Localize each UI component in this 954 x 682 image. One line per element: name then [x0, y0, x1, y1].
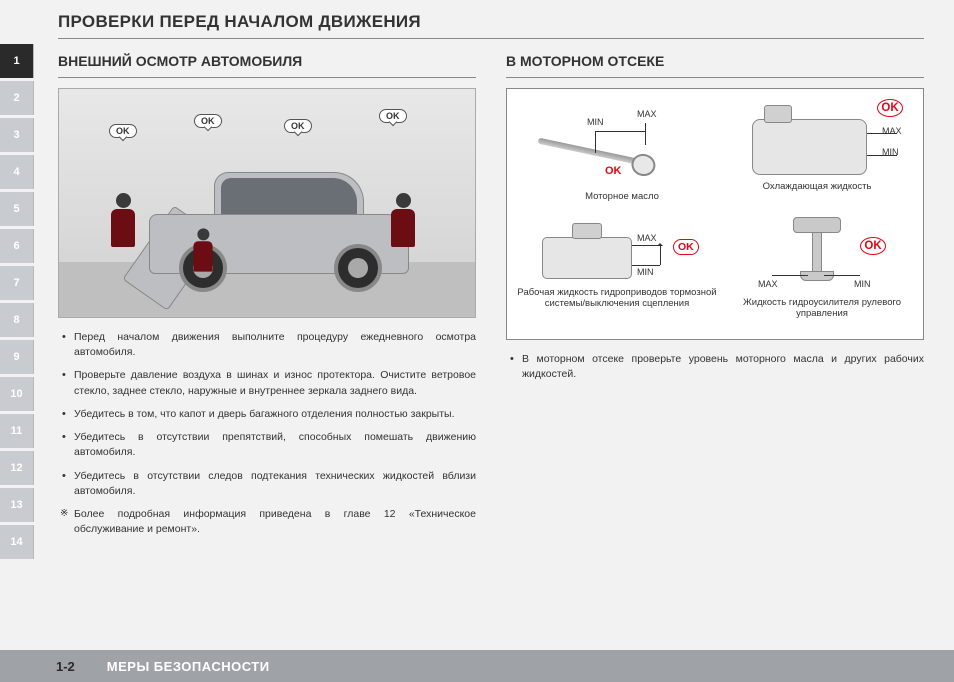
- tab-14[interactable]: 14: [0, 525, 34, 559]
- right-heading: В МОТОРНОМ ОТСЕКЕ: [506, 53, 924, 69]
- person-icon: [192, 228, 214, 271]
- ok-bubble: OK: [379, 109, 407, 123]
- cap-icon: [764, 105, 792, 123]
- page-title: ПРОВЕРКИ ПЕРЕД НАЧАЛОМ ДВИЖЕНИЯ: [58, 12, 924, 39]
- engine-bay-diagram: MIN MAX OK Моторное масло M: [506, 88, 924, 340]
- ok-red-label: OK: [605, 165, 622, 177]
- tab-11[interactable]: 11: [0, 414, 34, 448]
- ok-bubble: OK: [194, 114, 222, 128]
- tab-1[interactable]: 1: [0, 44, 34, 78]
- min-label: MIN: [854, 279, 871, 289]
- ok-red-bubble: OK: [860, 237, 886, 255]
- cap-icon: [572, 223, 602, 239]
- tab-3[interactable]: 3: [0, 118, 34, 152]
- tab-6[interactable]: 6: [0, 229, 34, 263]
- left-bullets: Перед началом движения выполните процеду…: [58, 330, 476, 537]
- brake-label: Рабочая жидкость гидроприводов тормозной…: [517, 287, 717, 310]
- section-name: МЕРЫ БЕЗОПАСНОСТИ: [107, 659, 270, 674]
- tab-9[interactable]: 9: [0, 340, 34, 374]
- ok-bubble: OK: [109, 124, 137, 138]
- dipstick-icon: [538, 138, 647, 167]
- ok-bubble: OK: [284, 119, 312, 133]
- right-bullets: В моторном отсеке проверьте уровень мото…: [506, 352, 924, 382]
- note: Более подробная информация приведена в г…: [58, 507, 476, 537]
- max-label: MAX: [637, 109, 657, 119]
- person-icon: [109, 193, 137, 247]
- tab-4[interactable]: 4: [0, 155, 34, 189]
- chapter-tabs: 1 2 3 4 5 6 7 8 9 10 11 12 13 14: [0, 0, 34, 682]
- person-icon: [389, 193, 417, 247]
- tab-2[interactable]: 2: [0, 81, 34, 115]
- coolant-tank-icon: [752, 119, 867, 175]
- bullet: Убедитесь в отсутствии следов подтекания…: [58, 469, 476, 499]
- tab-8[interactable]: 8: [0, 303, 34, 337]
- max-label: MAX: [758, 279, 778, 289]
- tab-7[interactable]: 7: [0, 266, 34, 300]
- bullet: Перед началом движения выполните процеду…: [58, 330, 476, 360]
- power-steering-icon: [792, 217, 842, 281]
- left-heading: ВНЕШНИЙ ОСМОТР АВТОМОБИЛЯ: [58, 53, 476, 69]
- brake-reservoir-icon: [542, 237, 632, 279]
- max-label: MAX: [637, 233, 657, 243]
- tab-12[interactable]: 12: [0, 451, 34, 485]
- ok-red-bubble: OK: [877, 99, 903, 117]
- tab-10[interactable]: 10: [0, 377, 34, 411]
- footer: 1-2 МЕРЫ БЕЗОПАСНОСТИ: [0, 650, 954, 682]
- bullet: Проверьте давление воздуха в шинах и изн…: [58, 368, 476, 398]
- page-number: 1-2: [56, 659, 75, 674]
- bullet: Убедитесь в отсутствии препятствий, спос…: [58, 430, 476, 460]
- bullet: Убедитесь в том, что капот и дверь багаж…: [58, 407, 476, 422]
- tab-13[interactable]: 13: [0, 488, 34, 522]
- min-label: MIN: [637, 267, 654, 277]
- tab-5[interactable]: 5: [0, 192, 34, 226]
- car-inspection-illustration: OK OK OK OK: [58, 88, 476, 318]
- min-label: MIN: [587, 117, 604, 127]
- ok-red-bubble: OK: [673, 239, 699, 255]
- bullet: В моторном отсеке проверьте уровень мото…: [506, 352, 924, 382]
- min-label: MIN: [882, 147, 899, 157]
- coolant-label: Охлаждающая жидкость: [752, 181, 882, 192]
- power-label: Жидкость гидроусилителя рулевого управле…: [737, 297, 907, 320]
- max-label: MAX: [882, 126, 902, 136]
- oil-label: Моторное масло: [557, 191, 687, 202]
